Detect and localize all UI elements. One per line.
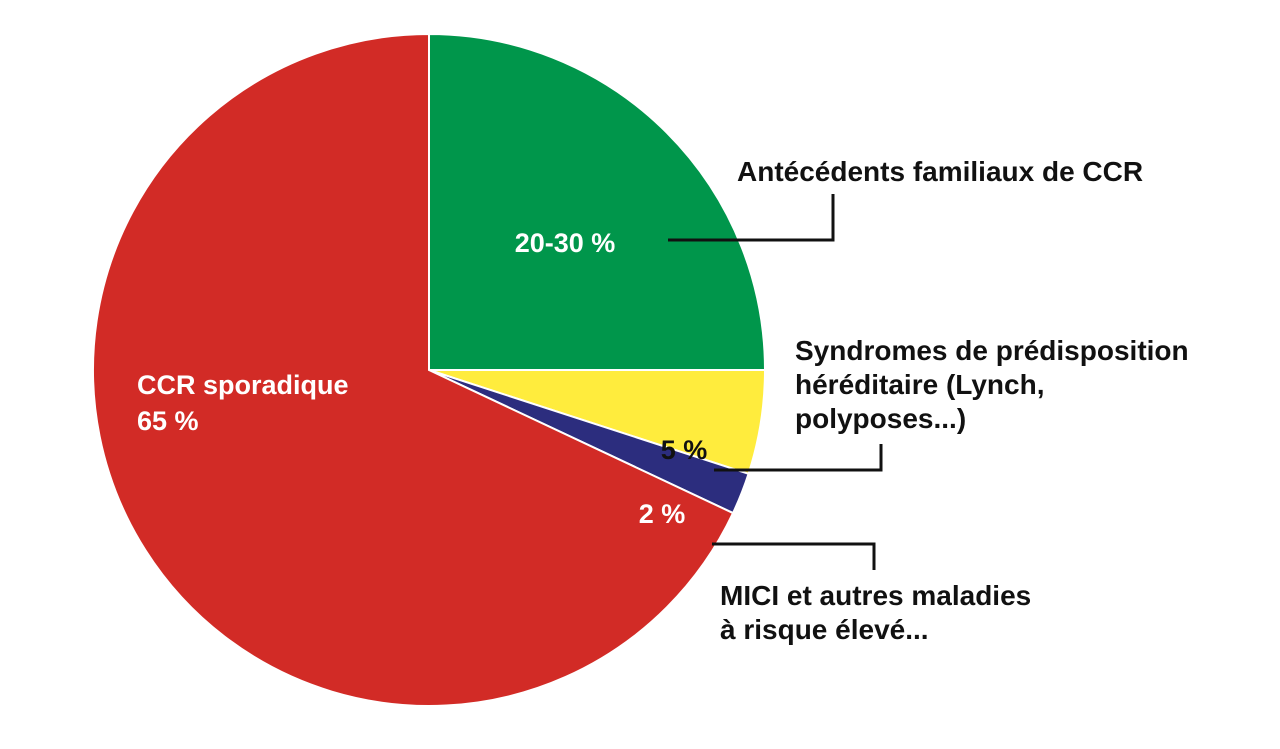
- callout-hereditary-line-1: Syndromes de prédisposition: [795, 335, 1189, 366]
- slice-label-sporadic-value: 65 %: [137, 406, 199, 436]
- callout-family-history: Antécédents familiaux de CCR: [737, 156, 1143, 187]
- slice-label-ibd-other: 2 %: [639, 499, 686, 529]
- callout-ibd-line-1: MICI et autres maladies: [720, 580, 1031, 611]
- leader-line-hereditary-syndromes: [714, 444, 883, 472]
- callout-hereditary-line-3: polyposes...): [795, 403, 966, 434]
- callout-hereditary-line-2: héréditaire (Lynch,: [795, 369, 1044, 400]
- slice-label-family-history: 20-30 %: [515, 228, 616, 258]
- leader-line-family-history: [668, 194, 835, 242]
- pie-slice-family-history: [428, 32, 767, 371]
- pie-slices: [92, 32, 767, 707]
- slice-label-sporadic-name: CCR sporadique: [137, 370, 349, 400]
- leader-line-ibd-other: [712, 542, 876, 570]
- slice-label-hereditary-syndromes: 5 %: [661, 435, 708, 465]
- pie-slice-sporadic: [92, 32, 735, 707]
- callout-ibd-line-2: à risque élevé...: [720, 614, 929, 645]
